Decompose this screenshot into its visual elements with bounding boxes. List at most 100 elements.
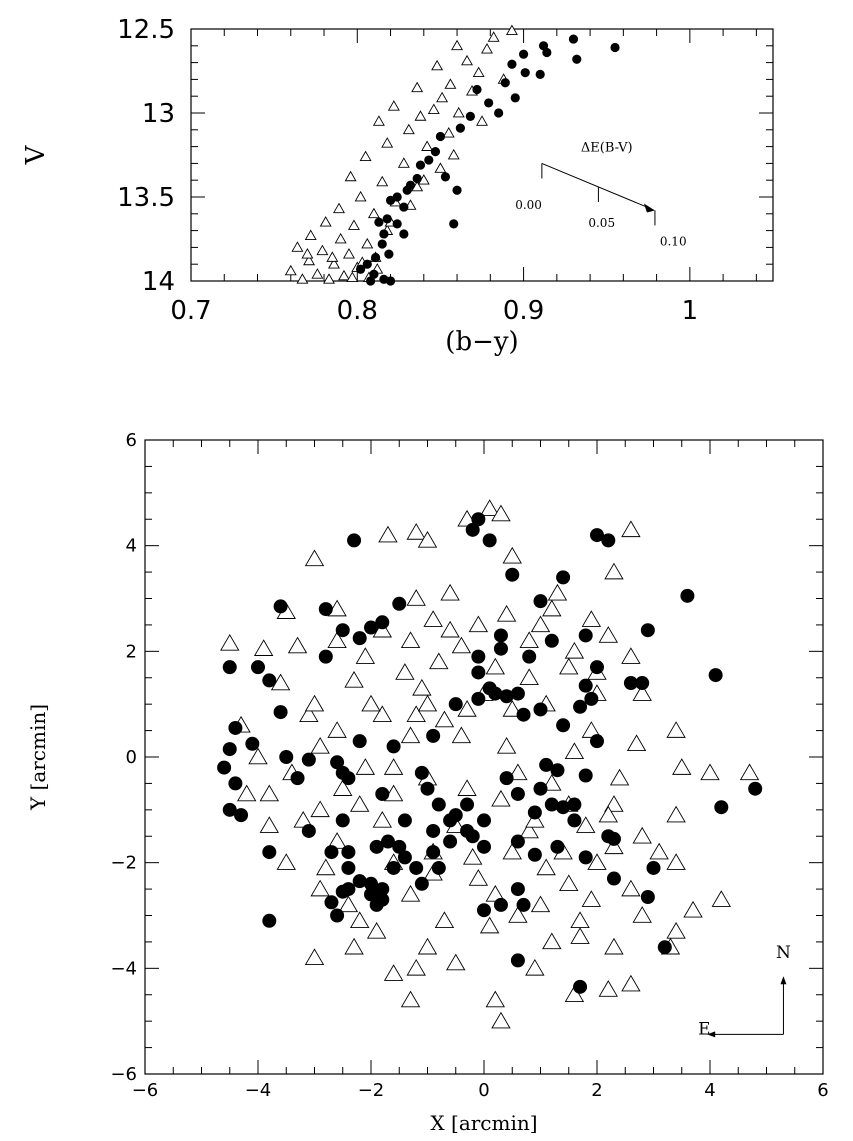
map-dot-point (279, 750, 294, 764)
map-dot-point (330, 908, 345, 923)
map-triangle-point (508, 906, 528, 923)
map-triangle-point (355, 647, 376, 664)
cmd-triangle-point (323, 273, 335, 284)
map-triangle-point (672, 758, 692, 775)
cmd-dot-point (455, 123, 465, 133)
map-triangle-point (372, 705, 393, 722)
compass-label: N (776, 943, 791, 963)
cmd-triangle-point (436, 91, 449, 103)
map-triangle-point (406, 589, 426, 606)
cmd-triangle-point (333, 202, 345, 214)
map-dot-point (590, 734, 604, 749)
cmd-dot-point (500, 78, 510, 88)
map-triangle-point (451, 726, 472, 744)
cmd-dot-point (374, 217, 384, 227)
map-triangle-point (621, 879, 641, 897)
map-dot-point (426, 845, 441, 860)
map-triangle-point (462, 847, 483, 865)
map-triangle-point (559, 657, 579, 675)
map-dot-point (488, 686, 503, 701)
map-triangle-point (564, 641, 585, 659)
map-triangle-point (417, 937, 438, 955)
map-triangle-point (344, 937, 364, 955)
cmd-triangle-point (359, 150, 372, 162)
map-y-tick-label: 6 (126, 430, 137, 451)
map-dot-point (477, 903, 491, 918)
map-dot-point (330, 755, 345, 770)
map-dot-point (556, 718, 571, 733)
map-triangle-point (632, 826, 652, 844)
map-dot-point (262, 673, 277, 688)
map-triangle-point (598, 805, 619, 823)
cmd-triangle-point (342, 248, 355, 259)
map-dot-point (510, 834, 525, 849)
map-triangle-point (220, 634, 240, 651)
cmd-triangle-point (472, 66, 485, 78)
cmd-dot-point (362, 259, 372, 269)
cmd-triangle-point (411, 81, 424, 93)
cmd-dot-point (370, 252, 381, 263)
map-triangle-point (327, 721, 347, 738)
cmd-x-tick-label: 0.9 (503, 296, 544, 326)
map-dot-point (477, 839, 491, 854)
map-dot-point (482, 533, 497, 548)
map-triangle-point (440, 583, 460, 601)
cmd-points (284, 24, 620, 286)
map-triangle-point (581, 890, 602, 907)
map-dot-point (499, 689, 514, 704)
cmd-triangle-point (505, 24, 518, 36)
map-dot-point (544, 633, 559, 648)
map-dot-point (539, 757, 554, 772)
map-dot-point (516, 897, 531, 912)
map-dot-point (477, 813, 491, 828)
map-dot-point (510, 953, 525, 968)
map-triangle-point (451, 636, 472, 654)
map-dot-point (426, 823, 441, 838)
cmd-triangle-point (452, 106, 465, 118)
cmd-annotations: ΔE(B-V) 0.00 0.05 0.10 (515, 141, 686, 249)
cmd-dot-point (392, 219, 402, 229)
map-triangle-point (739, 763, 760, 781)
map-dot-point (217, 760, 232, 775)
map-triangle-point (621, 647, 641, 664)
map-triangle-point (598, 980, 619, 997)
map-dot-point (290, 771, 305, 786)
map-triangle-point (496, 604, 517, 622)
cmd-y-tick-label: 13.5 (117, 183, 175, 213)
cmd-triangle-point (421, 140, 434, 151)
map-dot-point (505, 567, 520, 582)
map-triangle-point (355, 758, 376, 775)
cmd-frame (190, 28, 774, 282)
map-dot-point (573, 699, 588, 714)
map-dot-point (471, 649, 486, 664)
map-triangle-point (519, 631, 539, 649)
map-dot-point (471, 665, 486, 680)
cmd-triangle-point (442, 127, 455, 138)
map-dot-point (550, 763, 565, 778)
map-triangle-point (519, 821, 539, 839)
map-triangle-point (666, 805, 686, 823)
map-dot-point (460, 797, 475, 812)
map-dot-point (414, 876, 429, 891)
map-triangle-point (570, 927, 590, 944)
cmd-x-tick-label: 0.8 (337, 296, 378, 326)
map-x-tick-label: 2 (591, 1080, 602, 1101)
map-y-tick-label: −6 (110, 1064, 137, 1085)
compass (707, 976, 787, 1038)
cmd-triangle-point (387, 100, 400, 111)
map-dot-point (426, 728, 441, 743)
map-dot-point (640, 890, 655, 905)
map-triangle-point (378, 525, 398, 543)
cmd-dot-point (430, 147, 441, 157)
cmd-triangle-point (284, 264, 297, 276)
map-triangle-point (457, 700, 477, 717)
cmd-dot-point (568, 34, 579, 44)
cmd-dot-point (382, 214, 392, 224)
cmd-dot-point (424, 155, 434, 165)
cmd-dot-point (415, 160, 426, 170)
cmd-triangle-point (447, 148, 460, 160)
cmd-triangle-point (326, 251, 339, 262)
map-triangle-point (491, 1011, 511, 1029)
map-dot-point (431, 860, 446, 875)
